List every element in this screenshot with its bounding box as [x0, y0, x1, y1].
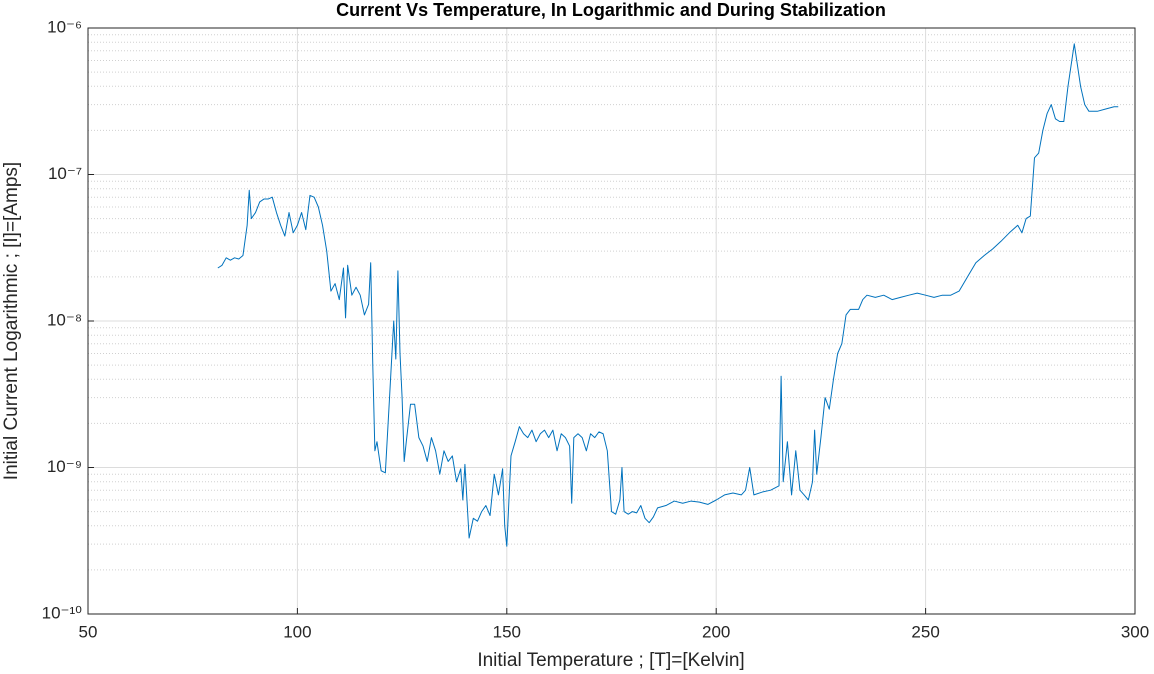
x-tick-label: 50: [79, 622, 98, 641]
y-tick-label: 10⁻⁷: [48, 164, 82, 183]
chart-title: Current Vs Temperature, In Logarithmic a…: [336, 0, 886, 20]
plot-frame: [87, 27, 1136, 615]
x-tick-label: 300: [1121, 622, 1149, 641]
x-tick-label: 250: [911, 622, 939, 641]
x-tick-label: 150: [493, 622, 521, 641]
y-tick-label: 10⁻⁸: [47, 310, 82, 329]
x-tick-label: 100: [283, 622, 311, 641]
x-tick-label: 200: [702, 622, 730, 641]
y-axis-label: Initial Current Logarithmic ; [I]=[Amps]: [1, 162, 22, 480]
data-line: [217, 43, 1119, 547]
y-tick-label: 10⁻¹⁰: [42, 603, 83, 622]
y-tick-label: 10⁻⁹: [47, 457, 82, 476]
y-tick-label: 10⁻⁶: [47, 17, 82, 36]
x-axis-label: Initial Temperature ; [T]=[Kelvin]: [477, 650, 744, 671]
